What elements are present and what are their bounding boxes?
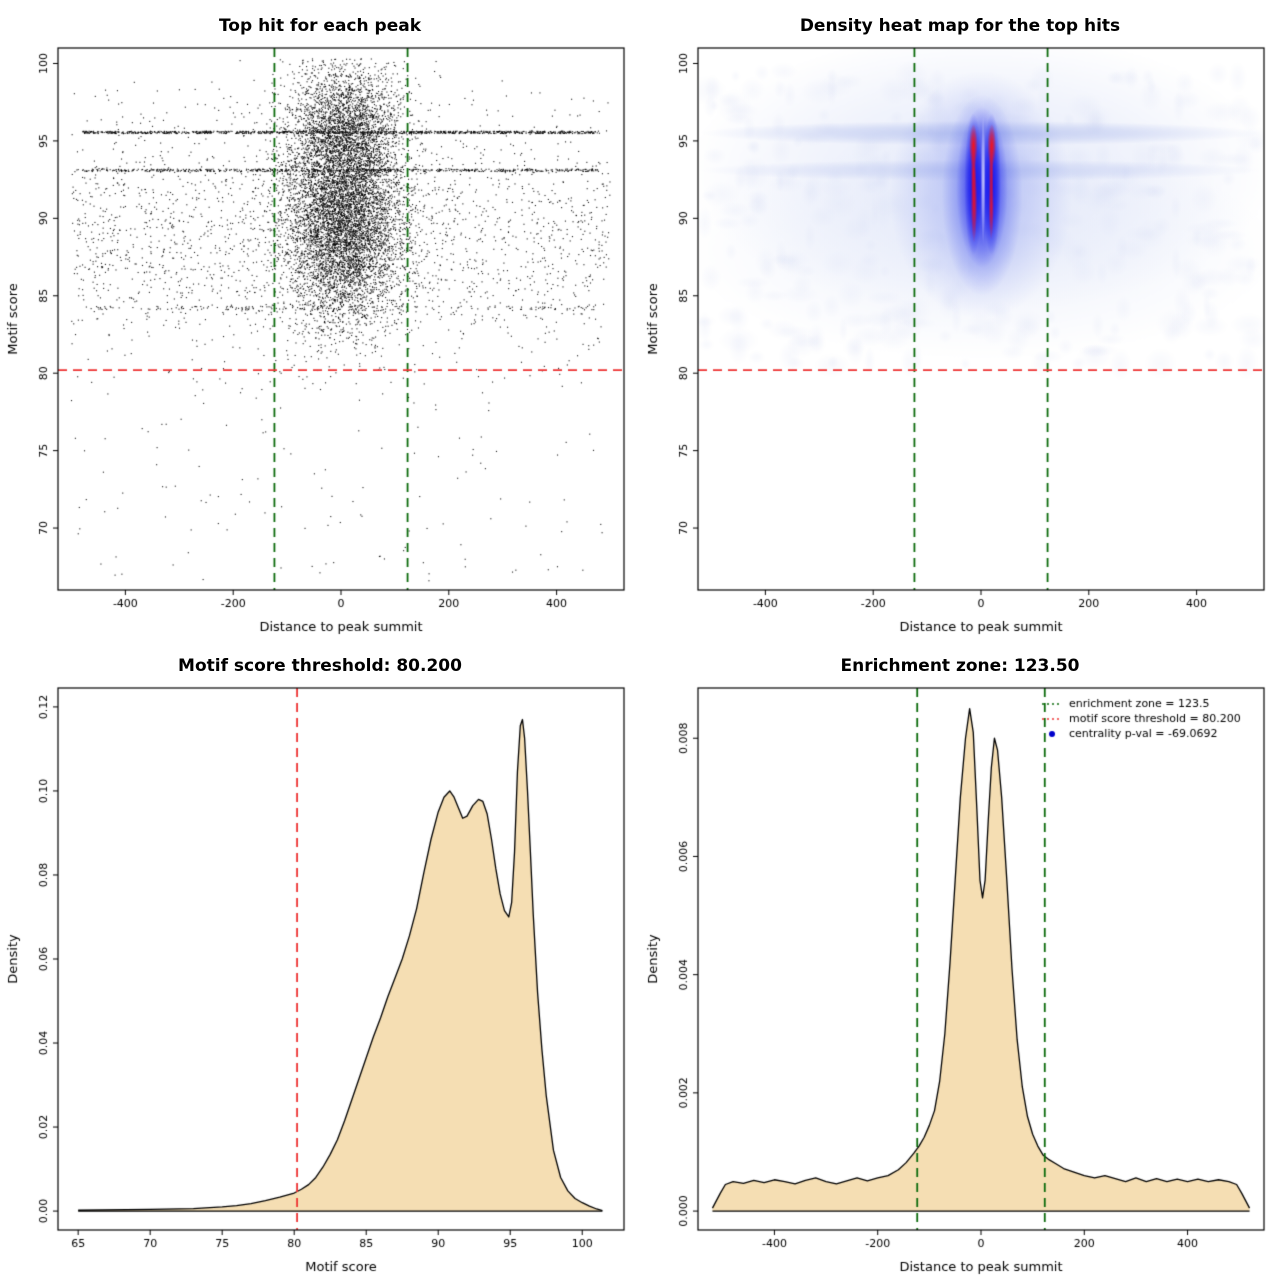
enrichment-zone-density-canvas [640, 678, 1280, 1278]
density-heatmap-canvas [640, 38, 1280, 638]
enrichment-zone-title: Enrichment zone: 123.50 [840, 656, 1080, 676]
motif-score-density-canvas [0, 678, 640, 1278]
top-hit-scatter-canvas [0, 38, 640, 638]
panel-density-heatmap: Density heat map for the top hits [640, 0, 1280, 640]
panel-enrichment-zone-density: Enrichment zone: 123.50 [640, 640, 1280, 1280]
panel-motif-score-density: Motif score threshold: 80.200 [0, 640, 640, 1280]
motif-score-density-title: Motif score threshold: 80.200 [178, 656, 462, 676]
heatmap-title: Density heat map for the top hits [799, 16, 1121, 36]
scatter-title: Top hit for each peak [218, 16, 422, 36]
panel-top-hit-scatter: Top hit for each peak [0, 0, 640, 640]
